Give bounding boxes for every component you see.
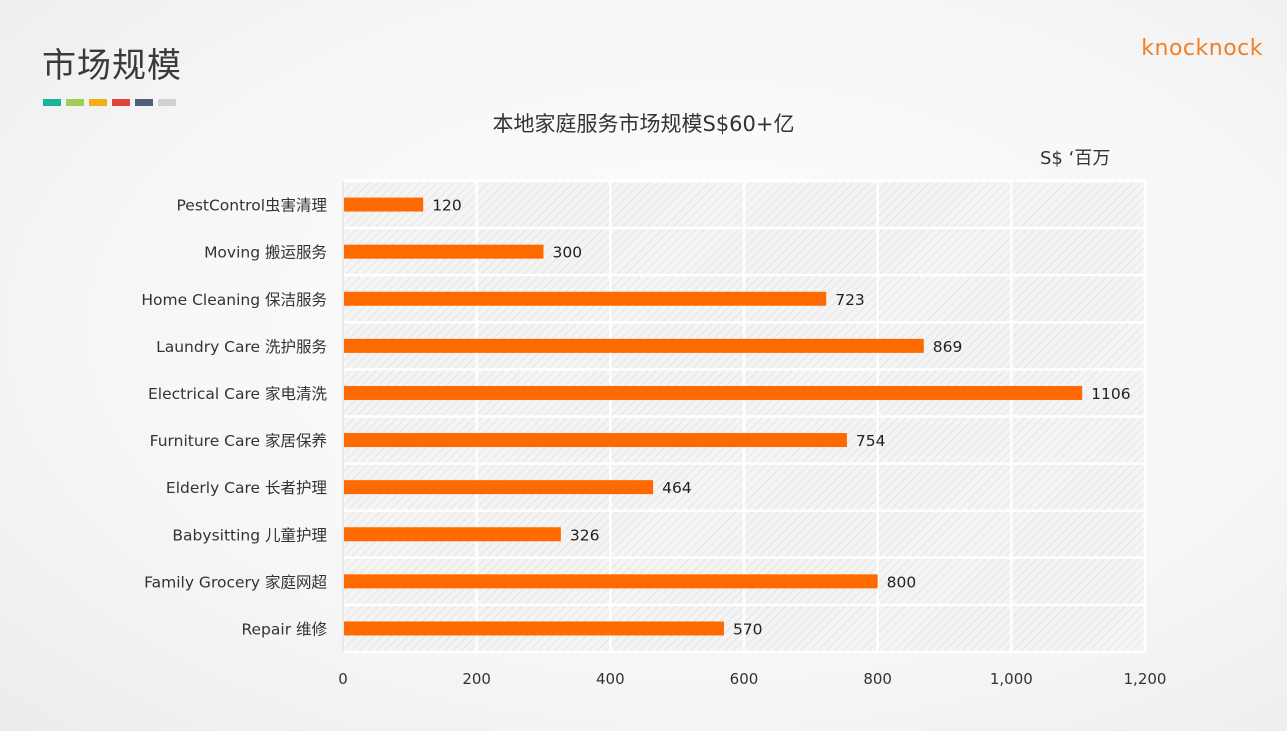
color-swatch — [66, 99, 84, 106]
brand-logo: knocknock — [1141, 36, 1263, 61]
color-swatch — [112, 99, 130, 106]
data-label: 723 — [835, 291, 865, 309]
data-label: 326 — [570, 526, 600, 544]
data-label: 1106 — [1091, 385, 1130, 403]
category-label: PestControl虫害清理 — [176, 197, 327, 215]
x-tick-label: 0 — [338, 670, 348, 688]
bar — [344, 621, 724, 636]
x-tick-label: 400 — [596, 670, 625, 688]
bar — [344, 291, 827, 306]
x-tick-label: 200 — [462, 670, 491, 688]
unit-label: S$ ‘百万 — [1040, 148, 1111, 169]
x-tick-label: 800 — [863, 670, 892, 688]
page-title: 市场规模 — [42, 46, 182, 86]
color-strip — [43, 99, 176, 106]
category-label: Moving 搬运服务 — [204, 244, 327, 262]
x-tick-label: 1,200 — [1124, 670, 1167, 688]
bar — [344, 385, 1083, 400]
color-swatch — [89, 99, 107, 106]
bar — [344, 433, 847, 448]
data-label: 464 — [662, 479, 692, 497]
chart-title: 本地家庭服务市场规模S$60+亿 — [492, 112, 795, 136]
bar — [344, 338, 924, 353]
color-swatch — [158, 99, 176, 106]
color-swatch — [43, 99, 61, 106]
category-label: Family Grocery 家庭网超 — [144, 573, 327, 591]
category-label: Elderly Care 长者护理 — [166, 479, 327, 497]
color-swatch — [135, 99, 153, 106]
x-tick-label: 600 — [730, 670, 759, 688]
bar — [344, 574, 878, 589]
category-label: Furniture Care 家居保养 — [150, 432, 327, 450]
category-label: Babysitting 儿童护理 — [172, 525, 327, 544]
category-label: Electrical Care 家电清洗 — [148, 385, 327, 403]
bar — [344, 527, 561, 542]
category-label: Home Cleaning 保洁服务 — [141, 291, 327, 309]
bar — [344, 197, 424, 212]
category-label: Repair 维修 — [241, 620, 327, 638]
data-label: 869 — [933, 338, 963, 356]
data-label: 800 — [887, 573, 917, 591]
data-label: 300 — [553, 244, 583, 262]
bar — [344, 244, 544, 259]
data-label: 120 — [432, 197, 462, 215]
data-label: 754 — [856, 432, 886, 450]
x-tick-label: 1,000 — [990, 670, 1033, 688]
category-label: Laundry Care 洗护服务 — [156, 338, 327, 356]
data-label: 570 — [733, 620, 763, 638]
bar — [344, 480, 654, 495]
